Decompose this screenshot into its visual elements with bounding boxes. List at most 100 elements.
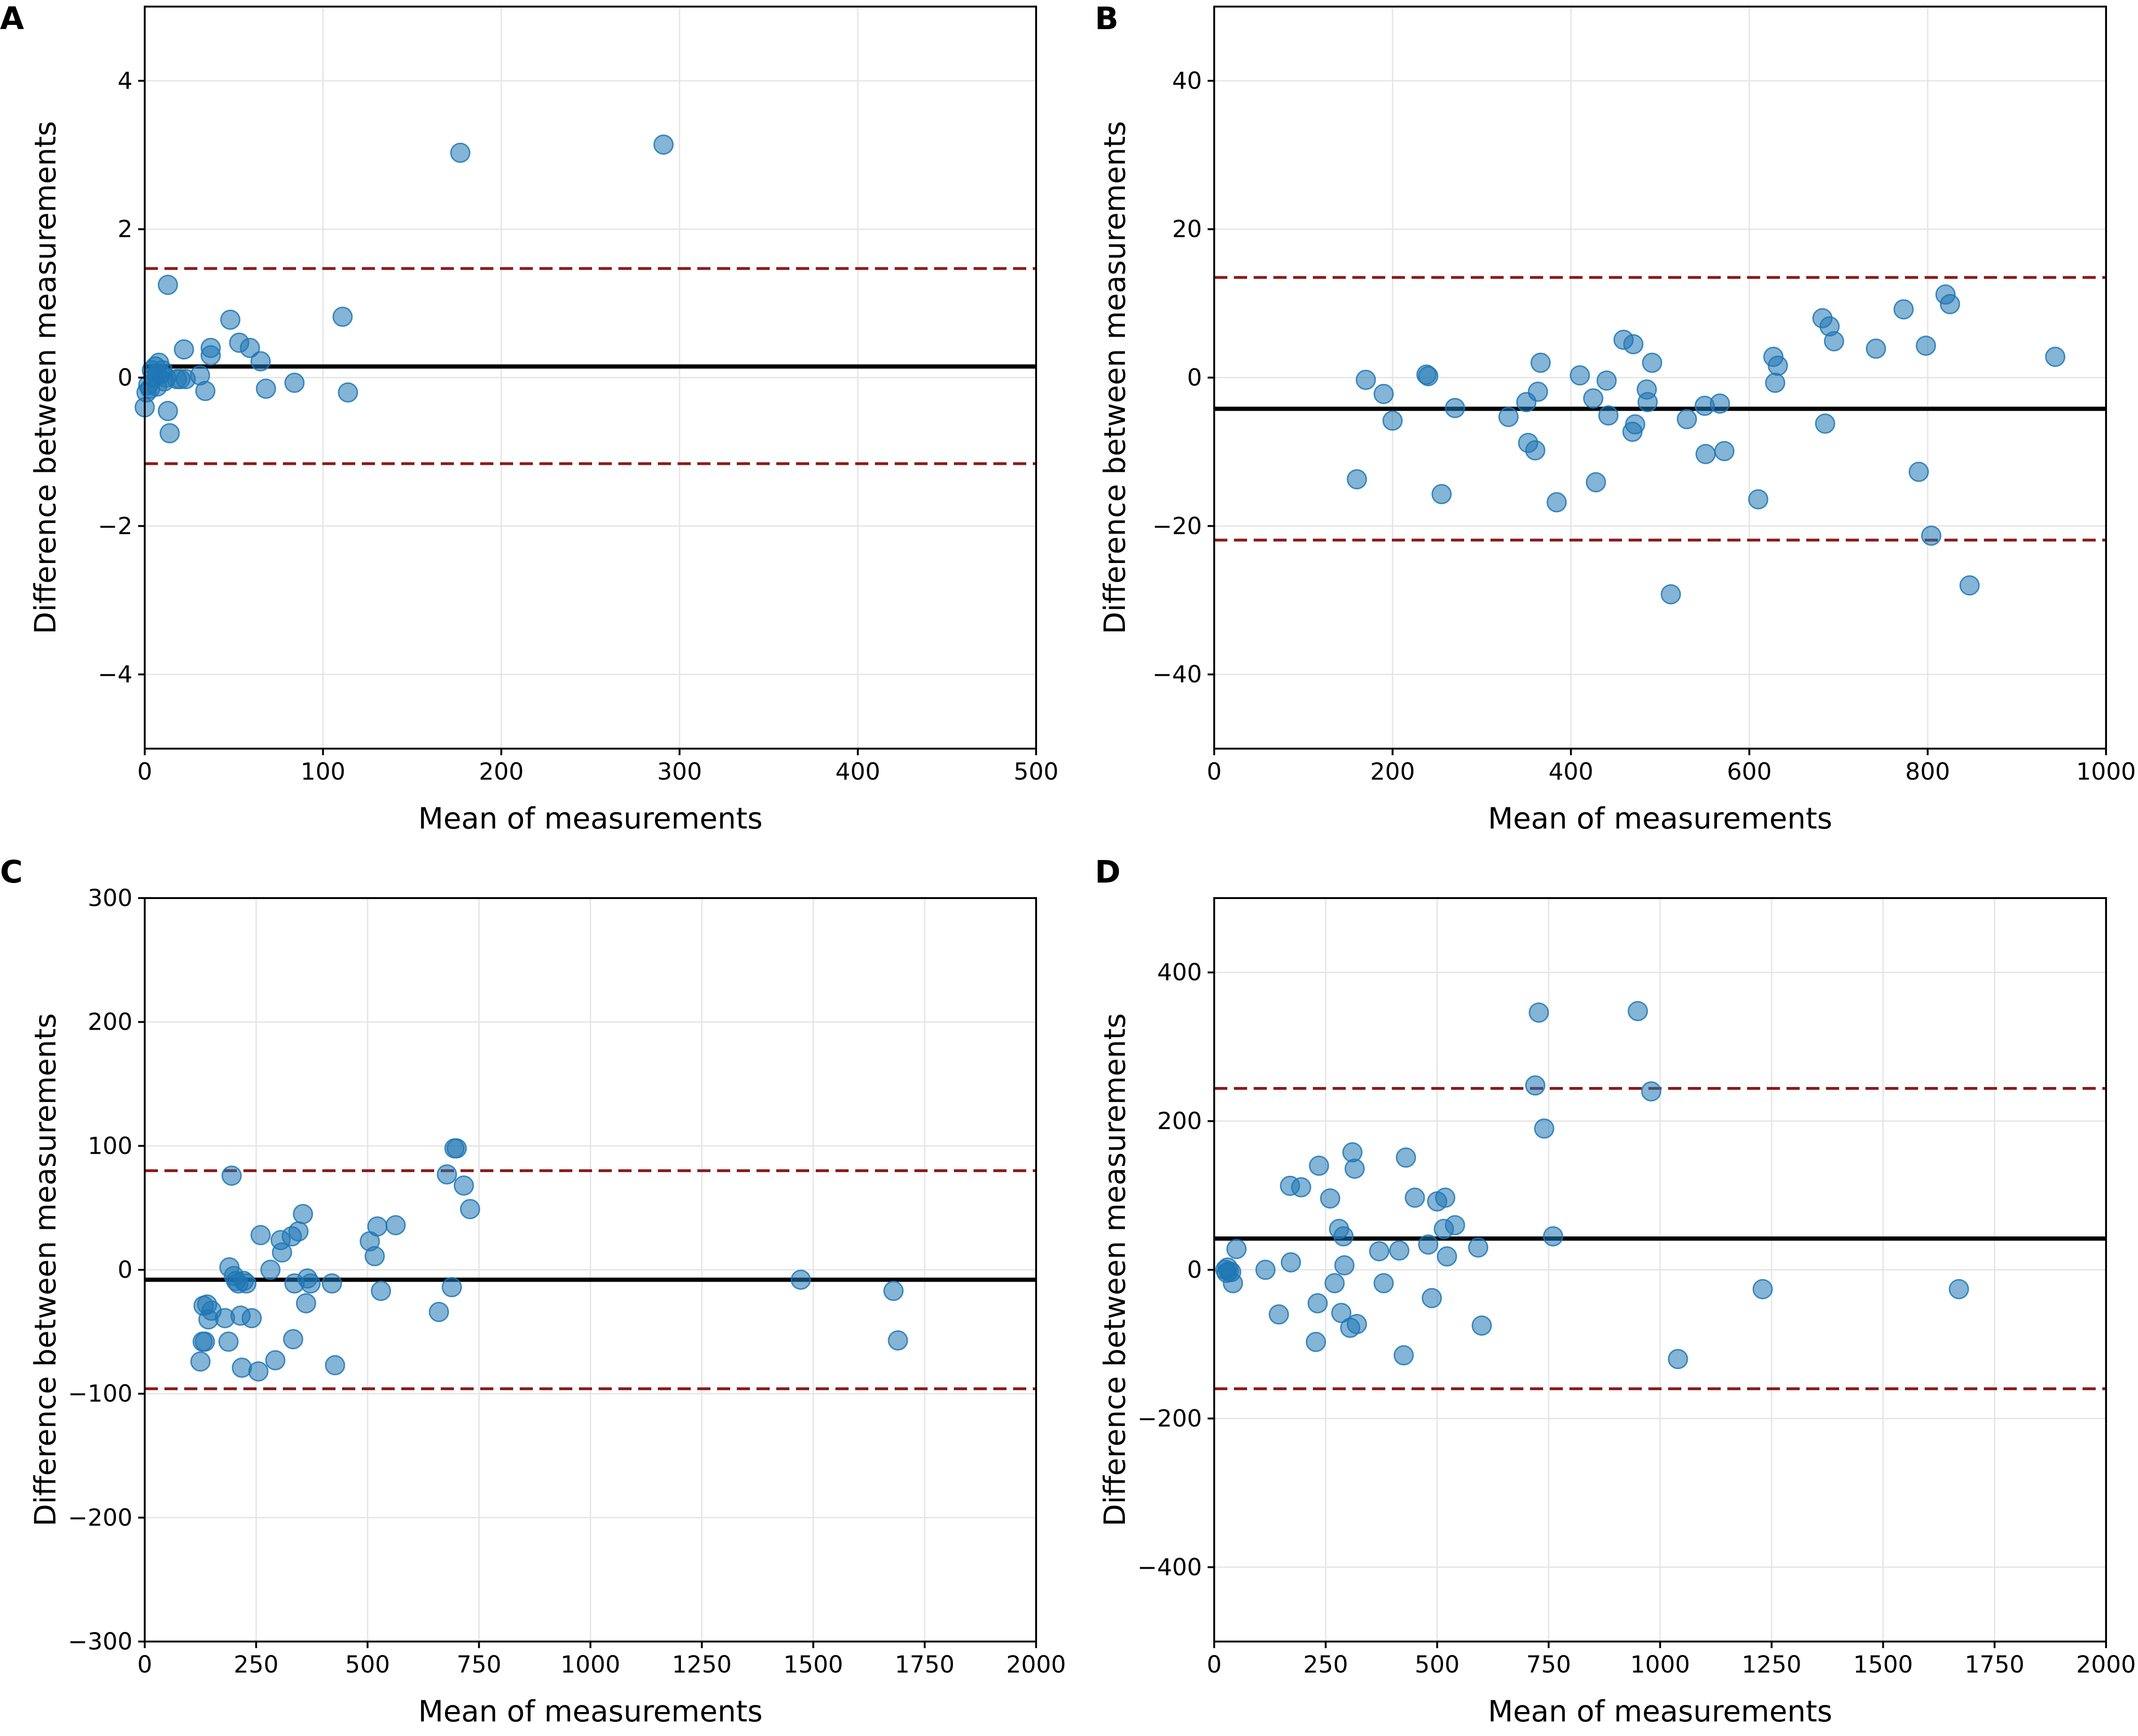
data-point (1471, 1315, 1492, 1336)
data-point (1949, 1279, 1969, 1299)
y-tick-label: 2 (117, 216, 133, 243)
data-point (1280, 1252, 1301, 1273)
y-tick-label: 20 (1172, 216, 1202, 243)
data-point (1382, 410, 1403, 431)
data-point (236, 1273, 257, 1294)
data-point (283, 1329, 304, 1350)
data-point (1714, 441, 1735, 461)
data-point (1865, 338, 1886, 359)
data-point (242, 1308, 262, 1329)
data-point (1525, 1075, 1545, 1096)
data-point (1405, 1188, 1425, 1208)
x-axis-label: Mean of measurements (1488, 1694, 1833, 1728)
data-point (1709, 393, 1730, 414)
data-point (460, 1199, 480, 1220)
data-point (218, 1331, 239, 1352)
data-point (1305, 1331, 1326, 1352)
data-point (1528, 382, 1548, 402)
x-tick-label: 600 (1727, 758, 1771, 785)
data-point (1546, 492, 1567, 513)
data-point (1373, 383, 1394, 404)
data-point (1444, 398, 1465, 418)
data-point (1525, 440, 1545, 461)
y-axis-label: Difference between measurements (1098, 1013, 1132, 1526)
data-point (1637, 392, 1658, 413)
data-point (1334, 1255, 1355, 1276)
y-tick-label: −20 (1152, 512, 1202, 540)
data-point (653, 134, 674, 155)
x-tick-label: 400 (1548, 758, 1593, 785)
data-point (1444, 1215, 1465, 1236)
data-point (1623, 334, 1644, 354)
panel-letter: D (1095, 854, 1121, 890)
data-point (883, 1281, 904, 1301)
y-tick-label: 300 (88, 884, 133, 912)
data-point (1324, 1273, 1345, 1293)
data-point (1468, 1237, 1489, 1258)
data-point (157, 274, 178, 295)
data-point (1389, 1240, 1410, 1261)
data-point (325, 1355, 345, 1376)
data-point (1596, 370, 1617, 391)
panel-letter: C (0, 854, 23, 890)
data-point (265, 1350, 286, 1370)
y-tick-label: −4 (98, 661, 133, 688)
y-tick-label: −200 (1138, 1405, 1202, 1432)
data-point (159, 423, 180, 444)
data-point (1921, 525, 1942, 546)
panel-d: D 0 250 500 750 1000 1250 1500 1750 2000 −400 −200 0… (1095, 854, 2136, 1728)
x-tick-label: 1000 (1630, 1651, 1690, 1678)
data-point (367, 1216, 388, 1237)
data-point (190, 1351, 211, 1372)
data-point (1543, 1226, 1563, 1247)
data-point (1768, 355, 1788, 376)
data-point (1331, 1303, 1351, 1323)
y-tick-label: −200 (68, 1504, 133, 1531)
data-point (1916, 336, 1936, 356)
x-tick-label: 800 (1905, 758, 1950, 785)
data-point (1534, 1118, 1554, 1139)
x-tick-label: 500 (1014, 758, 1058, 785)
data-point (1752, 1279, 1773, 1299)
data-point (1369, 1241, 1389, 1261)
data-point (195, 381, 216, 401)
data-point (1498, 407, 1519, 427)
x-tick-label: 0 (1207, 758, 1222, 785)
data-point (429, 1302, 449, 1322)
data-point (248, 1361, 269, 1382)
data-point (321, 1273, 342, 1294)
x-tick-label: 2000 (1006, 1651, 1066, 1678)
data-point (1393, 1345, 1414, 1366)
data-point (1418, 366, 1439, 386)
data-point (260, 1259, 281, 1280)
data-point (1307, 1293, 1328, 1314)
data-point (1583, 388, 1604, 409)
x-tick-label: 1250 (672, 1651, 732, 1678)
data-point (1421, 1288, 1442, 1308)
data-point (157, 401, 178, 422)
data-point (1396, 1147, 1416, 1168)
x-tick-label: 1500 (783, 1651, 843, 1678)
data-point (1628, 1001, 1648, 1021)
y-tick-label: 200 (1157, 1108, 1202, 1135)
y-axis-label: Difference between measurements (28, 121, 62, 634)
y-tick-label: −400 (1138, 1554, 1202, 1581)
data-point (442, 1277, 462, 1298)
data-point (293, 1204, 313, 1224)
data-point (1677, 409, 1697, 430)
data-point (790, 1269, 811, 1290)
data-point (450, 142, 471, 163)
y-tick-label: 0 (1187, 364, 1202, 391)
data-point (1569, 365, 1590, 386)
data-point (284, 373, 305, 393)
data-point (1815, 413, 1835, 434)
y-tick-label: 400 (1157, 959, 1202, 986)
data-point (1908, 461, 1929, 482)
x-tick-label: 300 (657, 758, 702, 785)
data-point (1661, 584, 1681, 605)
x-tick-label: 500 (1415, 1651, 1459, 1678)
data-point (888, 1330, 908, 1351)
y-tick-label: −300 (68, 1628, 133, 1655)
y-tick-label: 4 (117, 67, 133, 94)
data-point (240, 337, 260, 358)
